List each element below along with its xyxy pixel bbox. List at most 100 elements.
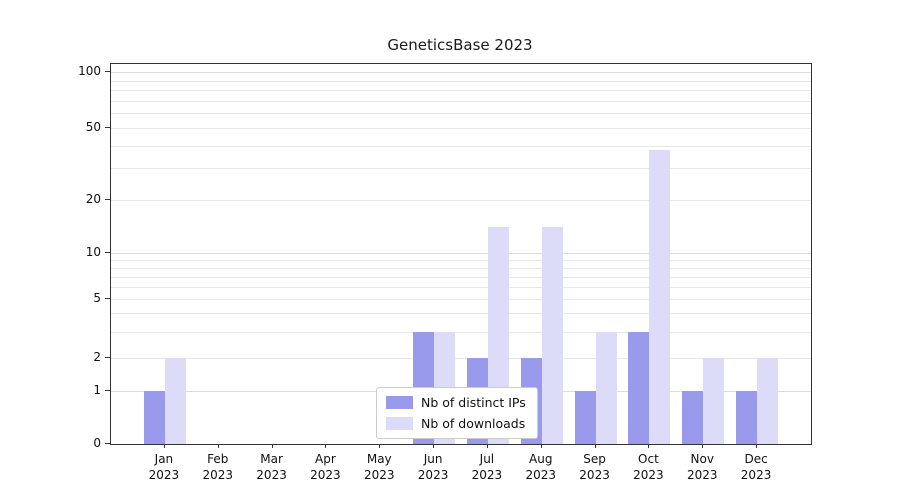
bar-distinct-ips xyxy=(682,391,704,444)
x-tick-label: Dec 2023 xyxy=(726,451,786,483)
x-tick-month: Oct xyxy=(638,452,659,466)
x-tick-year: 2023 xyxy=(686,468,718,482)
x-tick-label: Oct 2023 xyxy=(618,451,678,483)
plot-area: Nb of distinct IPs Nb of downloads xyxy=(110,63,812,445)
x-tick-month: Apr xyxy=(315,452,336,466)
bar-distinct-ips xyxy=(143,391,165,444)
x-tick-month: May xyxy=(366,452,392,466)
gridline xyxy=(111,313,811,315)
gridline xyxy=(111,286,811,288)
x-tick-month: Jun xyxy=(423,452,443,466)
x-tick-mark xyxy=(217,444,219,448)
x-tick-year: 2023 xyxy=(363,468,395,482)
gridline xyxy=(111,168,811,170)
gridline xyxy=(111,299,811,300)
y-tick-mark xyxy=(105,252,110,253)
gridline xyxy=(111,145,811,147)
x-tick-year: 2023 xyxy=(256,468,287,482)
y-tick-label: 20 xyxy=(85,192,101,206)
bar-downloads xyxy=(164,358,186,444)
x-tick-month: Sep xyxy=(583,452,606,466)
gridline xyxy=(111,100,811,102)
legend-item-distinct-ips: Nb of distinct IPs xyxy=(386,395,526,410)
x-tick-mark xyxy=(594,444,596,448)
x-tick-year: 2023 xyxy=(525,468,557,482)
x-tick-label: Mar 2023 xyxy=(242,451,302,483)
y-tick-mark xyxy=(105,390,110,391)
gridline xyxy=(111,331,811,333)
x-tick-year: 2023 xyxy=(417,468,449,482)
gridline xyxy=(111,267,811,269)
legend-item-downloads: Nb of downloads xyxy=(386,416,526,431)
x-tick-year: 2023 xyxy=(148,468,180,482)
gridline xyxy=(111,80,811,82)
x-tick-mark xyxy=(433,444,435,448)
y-tick-label: 0 xyxy=(93,436,101,450)
x-tick-mark xyxy=(379,444,381,448)
y-tick-label: 2 xyxy=(93,350,101,364)
gridline xyxy=(111,200,811,201)
y-tick-mark xyxy=(105,127,110,128)
x-tick-mark xyxy=(325,444,327,448)
legend-label-distinct-ips: Nb of distinct IPs xyxy=(421,395,526,410)
x-tick-month: Mar xyxy=(260,452,283,466)
y-tick-label: 1 xyxy=(93,383,101,397)
y-tick-label: 5 xyxy=(93,291,101,305)
x-tick-year: 2023 xyxy=(471,468,503,482)
gridline xyxy=(111,253,811,254)
gridline xyxy=(111,358,811,359)
x-tick-year: 2023 xyxy=(202,468,234,482)
bar-downloads xyxy=(649,149,671,444)
gridline xyxy=(111,90,811,92)
bar-distinct-ips xyxy=(628,331,650,444)
x-tick-year: 2023 xyxy=(310,468,341,482)
x-tick-label: Nov 2023 xyxy=(672,451,732,483)
y-tick-mark xyxy=(105,298,110,299)
x-tick-year: 2023 xyxy=(740,468,772,482)
legend-label-downloads: Nb of downloads xyxy=(421,416,526,431)
x-tick-label: May 2023 xyxy=(349,451,409,483)
bar-downloads xyxy=(595,331,617,444)
y-tick-mark xyxy=(105,357,110,358)
y-tick-label: 100 xyxy=(78,64,101,78)
x-tick-month: Feb xyxy=(207,452,229,466)
x-tick-month: Aug xyxy=(529,452,553,466)
x-tick-month: Jul xyxy=(479,452,495,466)
x-tick-label: Sep 2023 xyxy=(565,451,625,483)
x-tick-mark xyxy=(702,444,704,448)
chart-title: GeneticsBase 2023 xyxy=(387,36,533,54)
bar-distinct-ips xyxy=(574,391,596,444)
bar-downloads xyxy=(541,227,563,444)
x-tick-label: Aug 2023 xyxy=(511,451,571,483)
gridline xyxy=(111,113,811,115)
x-tick-year: 2023 xyxy=(579,468,610,482)
gridline xyxy=(111,276,811,278)
x-tick-mark xyxy=(271,444,273,448)
x-tick-mark xyxy=(163,444,165,448)
bar-downloads xyxy=(757,358,779,444)
x-tick-label: Jan 2023 xyxy=(134,451,194,483)
y-tick-mark xyxy=(105,71,110,72)
x-tick-mark xyxy=(648,444,650,448)
x-tick-mark xyxy=(486,444,488,448)
x-tick-label: Apr 2023 xyxy=(295,451,355,483)
x-tick-month: Nov xyxy=(690,452,714,466)
x-tick-month: Jan xyxy=(154,452,174,466)
gridline xyxy=(111,259,811,261)
y-tick-mark xyxy=(105,443,110,444)
y-tick-mark xyxy=(105,199,110,200)
legend: Nb of distinct IPs Nb of downloads xyxy=(376,387,538,439)
y-tick-label: 10 xyxy=(85,245,101,259)
x-tick-mark xyxy=(540,444,542,448)
bar-downloads xyxy=(703,358,725,444)
y-tick-label: 50 xyxy=(85,120,101,134)
gridline xyxy=(111,128,811,129)
x-tick-label: Feb 2023 xyxy=(188,451,248,483)
x-tick-label: Jun 2023 xyxy=(403,451,463,483)
x-tick-mark xyxy=(756,444,758,448)
x-tick-label: Jul 2023 xyxy=(457,451,517,483)
x-tick-year: 2023 xyxy=(633,468,664,482)
gridline xyxy=(111,72,811,73)
bar-distinct-ips xyxy=(736,391,758,444)
